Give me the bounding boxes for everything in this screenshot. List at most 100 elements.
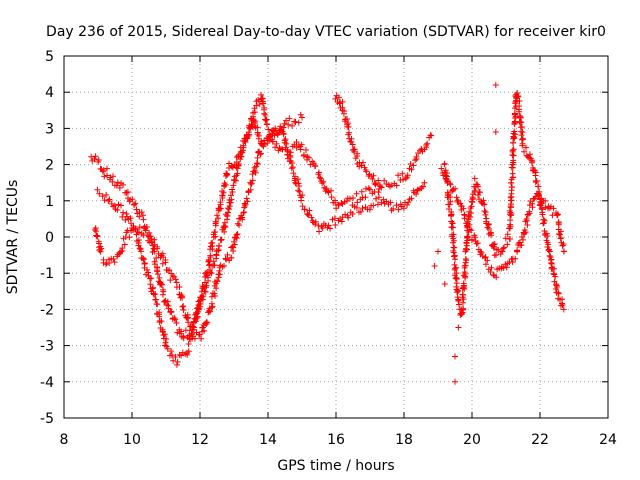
data-point [154, 245, 161, 252]
data-point [280, 124, 287, 131]
data-point [253, 160, 260, 167]
data-point [214, 278, 221, 285]
data-point [509, 147, 516, 154]
data-point [299, 203, 306, 210]
data-point [164, 298, 171, 305]
y-tick-label: 5 [45, 49, 54, 65]
data-point [264, 120, 271, 127]
data-point [485, 225, 492, 232]
data-point [413, 191, 420, 198]
data-point [290, 170, 297, 177]
data-point [493, 274, 500, 281]
data-point [559, 301, 566, 308]
data-point [376, 185, 383, 192]
data-point [140, 216, 147, 223]
data-point [560, 240, 567, 247]
data-point [491, 245, 498, 252]
data-point [222, 181, 229, 188]
data-point [323, 185, 330, 192]
y-tick-label: -2 [40, 302, 54, 318]
data-point [554, 211, 561, 218]
data-point [230, 182, 237, 189]
data-point [160, 288, 167, 295]
data-point [510, 152, 517, 159]
data-marks [88, 81, 568, 385]
data-point [243, 195, 250, 202]
data-point [393, 182, 400, 189]
data-point [295, 119, 302, 126]
data-point [339, 98, 346, 105]
data-point [476, 189, 483, 196]
data-point [151, 261, 158, 268]
data-point [176, 283, 183, 290]
data-point [142, 227, 149, 234]
data-point [204, 319, 211, 326]
data-point [353, 204, 360, 211]
data-point [520, 148, 527, 155]
data-point [215, 215, 222, 222]
data-point [233, 159, 240, 166]
data-point [169, 272, 176, 279]
data-point [162, 259, 169, 266]
data-point [346, 129, 353, 136]
data-point [302, 147, 309, 154]
data-point [461, 285, 468, 292]
data-point [493, 251, 500, 258]
data-point [512, 100, 519, 107]
data-point [201, 279, 208, 286]
data-point [98, 245, 105, 252]
data-point [460, 205, 467, 212]
data-point [288, 159, 295, 166]
y-tick-label: 2 [45, 158, 54, 174]
data-point [283, 117, 290, 124]
data-point [280, 131, 287, 138]
data-point [101, 197, 108, 204]
data-point [217, 201, 224, 208]
data-point [170, 357, 177, 364]
data-point [473, 240, 480, 247]
data-point-outlier [492, 81, 499, 88]
data-point [102, 261, 109, 268]
data-point [526, 151, 533, 158]
data-point [301, 206, 308, 213]
data-point [512, 255, 519, 262]
data-point [207, 308, 214, 315]
data-point [179, 294, 186, 301]
data-point [474, 240, 481, 247]
data-point [542, 204, 549, 211]
data-point [252, 169, 259, 176]
data-point [91, 156, 98, 163]
data-point [249, 177, 256, 184]
data-point [252, 118, 259, 125]
data-point [140, 232, 147, 239]
data-point [152, 296, 159, 303]
data-point [133, 206, 140, 213]
data-point [281, 137, 288, 144]
data-point [448, 224, 455, 231]
data-point [305, 154, 312, 161]
data-point [94, 186, 101, 193]
data-point [380, 196, 387, 203]
data-point [272, 144, 279, 151]
data-point [507, 209, 514, 216]
data-point [268, 136, 275, 143]
data-point [508, 184, 515, 191]
data-point [271, 128, 278, 135]
data-point [377, 183, 384, 190]
data-point [135, 242, 142, 249]
data-point [136, 224, 143, 231]
data-point [132, 225, 139, 232]
data-point [510, 146, 517, 153]
data-point-outlier [492, 129, 499, 136]
data-point [495, 246, 502, 253]
data-point [451, 266, 458, 273]
data-point [410, 162, 417, 169]
y-tick-label: 0 [45, 230, 54, 246]
data-point [441, 169, 448, 176]
data-point [115, 201, 122, 208]
data-point [448, 218, 455, 225]
data-point [463, 245, 470, 252]
data-point [141, 260, 148, 267]
data-point [320, 178, 327, 185]
data-point [165, 302, 172, 309]
